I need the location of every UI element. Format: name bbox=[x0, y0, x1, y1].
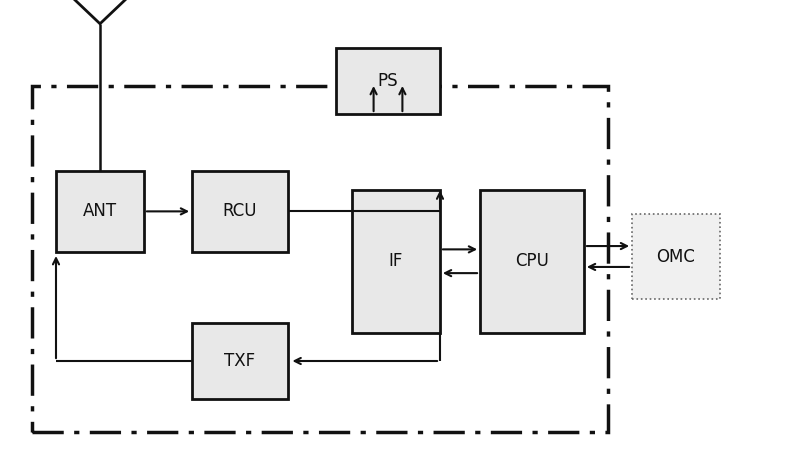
Bar bbox=[632, 214, 720, 299]
Text: PS: PS bbox=[378, 72, 398, 90]
Text: RCU: RCU bbox=[222, 202, 258, 220]
Text: CPU: CPU bbox=[515, 252, 549, 270]
Bar bbox=[32, 86, 608, 432]
Text: IF: IF bbox=[389, 252, 403, 270]
Bar bbox=[336, 48, 440, 114]
Bar bbox=[192, 323, 288, 399]
Bar bbox=[56, 171, 144, 252]
Bar bbox=[192, 171, 288, 252]
Bar bbox=[480, 190, 584, 332]
Bar bbox=[352, 190, 440, 332]
Text: OMC: OMC bbox=[657, 247, 695, 266]
Text: ANT: ANT bbox=[83, 202, 117, 220]
Text: TXF: TXF bbox=[225, 352, 255, 370]
